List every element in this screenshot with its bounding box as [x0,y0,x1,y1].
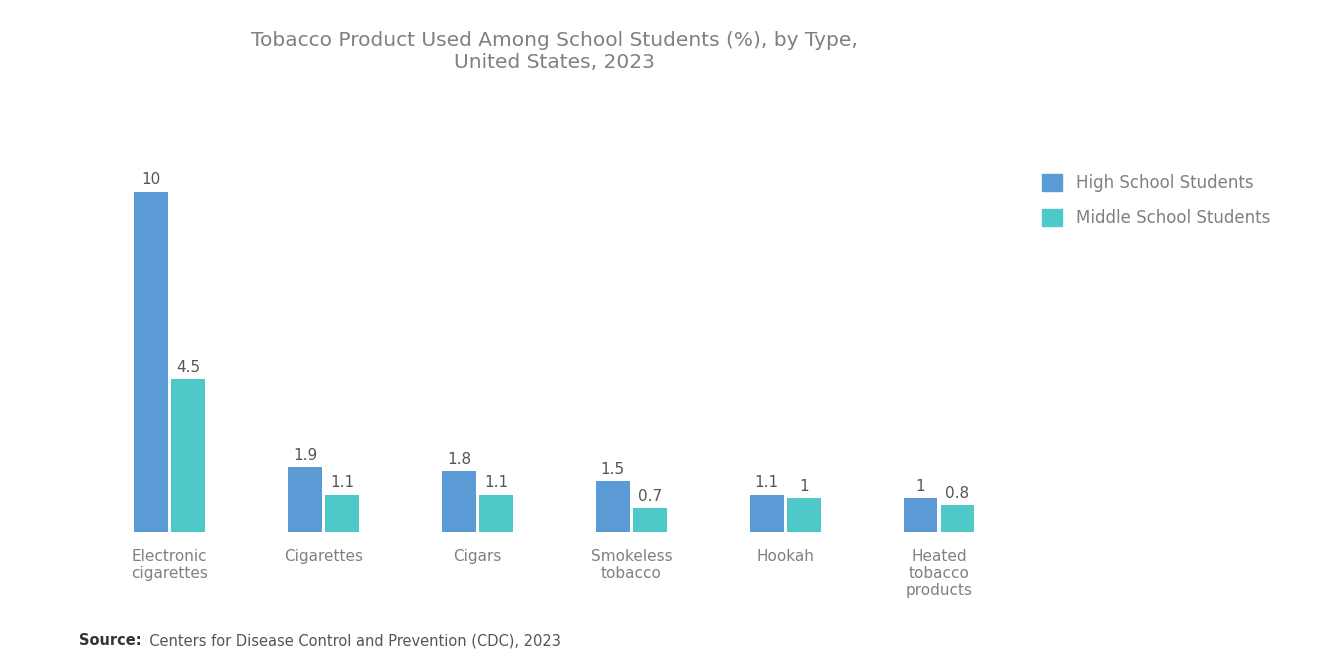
Bar [904,498,937,532]
Text: Centers for Disease Control and Prevention (CDC), 2023: Centers for Disease Control and Preventi… [140,633,561,648]
Text: 1.5: 1.5 [601,462,624,477]
Title: Tobacco Product Used Among School Students (%), by Type,
United States, 2023: Tobacco Product Used Among School Studen… [251,31,858,72]
Legend: High School Students, Middle School Students: High School Students, Middle School Stud… [1034,166,1278,235]
Bar [750,495,784,532]
Bar [479,495,513,532]
Text: 1.1: 1.1 [484,475,508,491]
Bar [135,192,168,532]
Text: 1.1: 1.1 [755,475,779,491]
Text: 10: 10 [141,172,161,188]
Bar [787,498,821,532]
Bar [595,481,630,532]
Text: 1.1: 1.1 [330,475,354,491]
Bar [325,495,359,532]
Text: 1: 1 [799,479,808,494]
Text: Source:: Source: [79,633,141,648]
Bar [632,508,667,532]
Text: 1.9: 1.9 [293,448,317,464]
Bar [442,471,477,532]
Bar [288,467,322,532]
Bar [172,379,205,532]
Text: 1.8: 1.8 [447,452,471,467]
Text: 0.7: 0.7 [638,489,661,504]
Text: 1: 1 [916,479,925,494]
Text: 4.5: 4.5 [176,360,201,374]
Text: 0.8: 0.8 [945,485,969,501]
Bar [941,505,974,532]
